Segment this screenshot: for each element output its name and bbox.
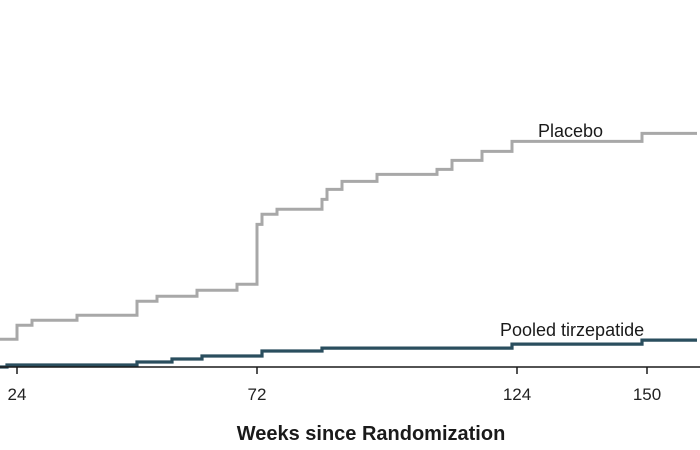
x-axis-title: Weeks since Randomization [237,423,506,445]
x-axis-ticks: 24 72 124 150 [8,367,661,404]
x-tick-label-150: 150 [633,385,661,404]
series-label-placebo: Placebo [538,121,603,141]
series-line-placebo [0,131,697,341]
series-label-pooled-tirzepatide: Pooled tirzepatide [500,320,644,340]
x-tick-label-124: 124 [503,385,531,404]
series-layer [0,131,697,369]
series-line-pooled-tirzepatide [0,338,697,369]
x-tick-label-24: 24 [8,385,27,404]
x-tick-label-72: 72 [248,385,267,404]
